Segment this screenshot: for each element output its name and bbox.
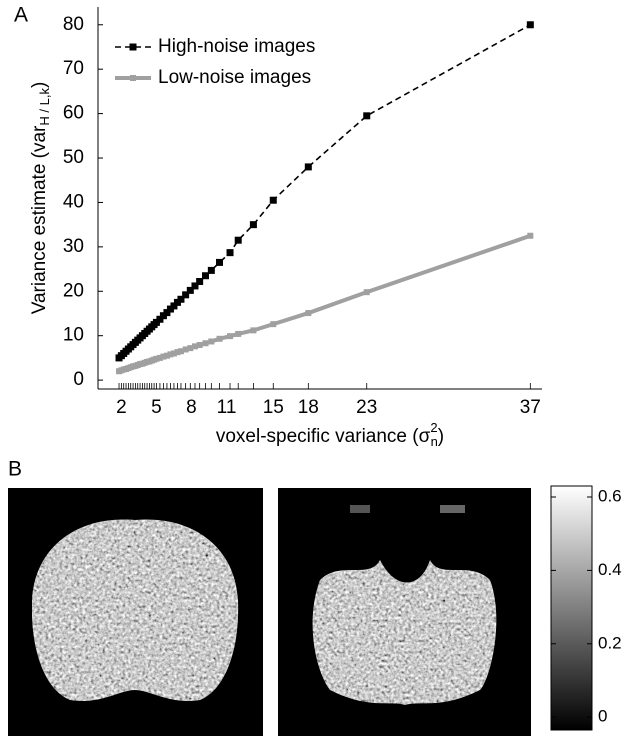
marker bbox=[160, 353, 167, 360]
legend-marker bbox=[130, 75, 136, 81]
marker bbox=[182, 291, 190, 299]
marker bbox=[363, 289, 370, 296]
y-tick-label: 20 bbox=[63, 280, 84, 301]
marker bbox=[196, 342, 203, 349]
x-tick-label: 15 bbox=[263, 397, 284, 418]
colorbar bbox=[550, 485, 593, 731]
marker bbox=[527, 232, 534, 239]
marker bbox=[201, 272, 209, 280]
marker bbox=[156, 354, 163, 361]
marker bbox=[156, 315, 164, 323]
marker bbox=[363, 112, 371, 120]
x-axis-label: voxel-specific variance (σ2 n) bbox=[216, 420, 444, 449]
legend-label: Low-noise images bbox=[158, 67, 311, 88]
colorbar-tick-label: 0 bbox=[598, 707, 607, 726]
colorbar-tick-label: 0.4 bbox=[598, 560, 622, 579]
marker bbox=[234, 236, 242, 244]
legend-label: High-noise images bbox=[158, 36, 315, 57]
y-tick-label: 0 bbox=[73, 369, 84, 390]
x-tick-label: 8 bbox=[186, 397, 197, 418]
marker bbox=[226, 249, 234, 257]
x-tick-label: 18 bbox=[298, 397, 319, 418]
marker bbox=[163, 309, 171, 317]
marker bbox=[202, 340, 209, 347]
x-axis-label-part: ) bbox=[438, 426, 444, 447]
marker bbox=[196, 278, 204, 286]
x-tick-label: 23 bbox=[356, 397, 377, 418]
legend-marker bbox=[129, 43, 137, 51]
marker bbox=[166, 305, 174, 313]
brain-map bbox=[32, 519, 239, 702]
marker bbox=[177, 295, 185, 303]
marker bbox=[167, 351, 174, 358]
marker bbox=[186, 286, 194, 294]
x-axis-label-part: voxel-specific variance (σ bbox=[216, 426, 431, 447]
y-tick-label: 50 bbox=[63, 147, 84, 168]
marker bbox=[182, 346, 189, 353]
y-axis-label-part: Variance estimate (var bbox=[29, 125, 50, 314]
marker bbox=[174, 349, 181, 356]
marker bbox=[250, 327, 257, 334]
marker bbox=[249, 221, 257, 229]
marker bbox=[216, 258, 224, 266]
panel-label: A bbox=[14, 4, 28, 27]
y-axis-label-part: ) bbox=[29, 82, 50, 88]
x-axis-label-part: 2 bbox=[430, 420, 437, 435]
marker bbox=[526, 21, 534, 29]
y-tick-label: 10 bbox=[63, 325, 84, 346]
marker bbox=[177, 348, 184, 355]
marker bbox=[270, 321, 277, 328]
x-tick-label: 2 bbox=[116, 397, 127, 418]
marker bbox=[191, 343, 198, 350]
marker bbox=[159, 312, 167, 320]
x-tick-label: 11 bbox=[217, 397, 237, 418]
y-tick-label: 80 bbox=[63, 14, 84, 35]
y-tick-label: 40 bbox=[63, 191, 84, 212]
marker bbox=[163, 352, 170, 359]
marker bbox=[216, 335, 223, 342]
y-tick-label: 30 bbox=[63, 236, 84, 257]
marker bbox=[235, 330, 242, 337]
x-axis-label-part: n bbox=[431, 434, 438, 449]
marker bbox=[153, 355, 160, 362]
x-tick-label: 5 bbox=[151, 397, 162, 418]
x-tick-label: 37 bbox=[520, 397, 541, 418]
y-axis-label: Variance estimate (varH / L,k) bbox=[29, 82, 52, 315]
panel-label: B bbox=[8, 458, 22, 481]
marker bbox=[208, 338, 215, 345]
brain-map bbox=[312, 560, 497, 705]
colorbar-tick-label: 0.6 bbox=[598, 486, 622, 505]
marker bbox=[269, 196, 277, 204]
marker bbox=[227, 333, 234, 340]
marker bbox=[173, 298, 181, 306]
marker bbox=[305, 310, 312, 317]
marker bbox=[152, 318, 160, 326]
marker bbox=[207, 266, 215, 274]
marker bbox=[170, 302, 178, 310]
marker bbox=[187, 345, 194, 352]
marker bbox=[170, 350, 177, 357]
marker bbox=[191, 282, 199, 290]
colorbar-tick-label: 0.2 bbox=[598, 633, 622, 652]
y-tick-label: 60 bbox=[63, 103, 84, 124]
brain-fragment bbox=[350, 505, 370, 513]
marker bbox=[304, 163, 312, 171]
y-tick-label: 70 bbox=[63, 58, 84, 79]
brain-fragment bbox=[440, 505, 465, 513]
y-axis-label-part: H / L,k bbox=[37, 88, 52, 126]
